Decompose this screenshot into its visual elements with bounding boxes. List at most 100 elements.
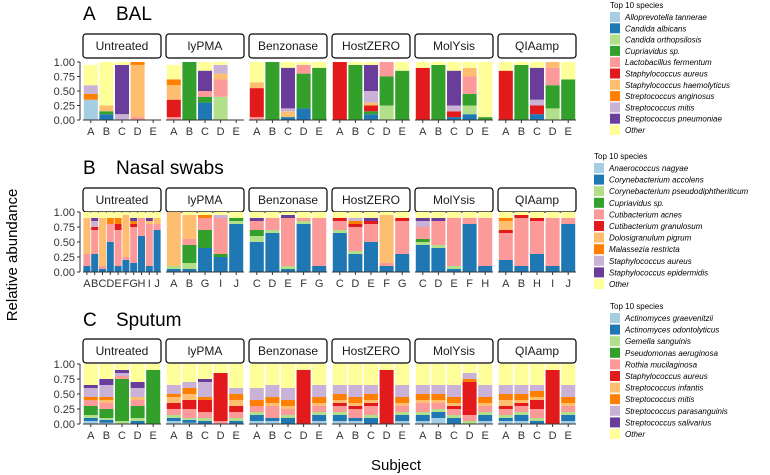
bar-segment xyxy=(197,418,213,421)
legend-label: Corynebacterium accolens xyxy=(609,176,704,185)
bar-segment xyxy=(514,62,529,65)
bar-segment xyxy=(99,62,114,106)
bar-segment xyxy=(182,409,197,418)
bar-segment xyxy=(213,421,228,424)
bar-segment xyxy=(280,406,296,409)
bar-segment xyxy=(280,67,296,109)
bar-segment xyxy=(99,397,114,400)
facet-strip-label: Untreated xyxy=(96,193,149,207)
bar-segment xyxy=(415,403,430,412)
bar-segment xyxy=(478,412,493,415)
x-tick-label: E xyxy=(399,126,406,138)
legend-swatch xyxy=(610,102,620,113)
bar-segment xyxy=(529,218,545,221)
bar-c xyxy=(114,62,130,120)
bar-segment xyxy=(83,385,98,388)
bar-segment xyxy=(395,70,410,120)
bar-segment xyxy=(462,224,477,272)
bar-segment xyxy=(197,248,213,272)
bar-segment xyxy=(130,263,138,272)
bar-segment xyxy=(415,218,430,221)
legend-swatch xyxy=(610,359,620,370)
bar-segment xyxy=(363,364,379,385)
legend-swatch xyxy=(610,405,620,416)
bar-segment xyxy=(498,400,513,406)
bar-segment xyxy=(296,364,311,370)
bar-b xyxy=(348,62,363,120)
x-tick-label: E xyxy=(233,126,240,138)
bar-segment xyxy=(462,373,477,379)
bar-segment xyxy=(395,421,410,424)
legend-swatch xyxy=(610,371,620,381)
legend-swatch xyxy=(594,186,604,197)
legend-label: Staphylococcus aureus xyxy=(625,70,708,79)
bar-segment xyxy=(379,62,394,77)
bar-segment xyxy=(348,227,363,251)
bar-segment xyxy=(114,379,130,421)
bar-segment xyxy=(229,412,244,418)
bar-e xyxy=(478,62,493,120)
legend-label: Streptococcus parasanguinis xyxy=(625,407,728,416)
y-axis: 0.00 0.25 0.50 0.75 1.00 xyxy=(54,359,81,431)
y-tick-label: 1.00 xyxy=(54,57,75,69)
legend-swatch xyxy=(594,209,604,220)
legend-label: Streptococcus infantis xyxy=(625,384,703,393)
bar-segment xyxy=(545,212,560,218)
bar-segment xyxy=(249,421,264,424)
legend-label: Candida albicans xyxy=(625,24,686,33)
bar-segment xyxy=(514,421,529,424)
bar-a xyxy=(249,62,264,120)
bar-segment xyxy=(395,397,410,403)
bar-segment xyxy=(332,230,347,233)
legend-label: Cupriavidus sp. xyxy=(609,199,664,208)
bar-segment xyxy=(332,364,347,385)
bar-c xyxy=(529,364,545,424)
facet-strip-label: MolYsis xyxy=(433,344,475,358)
bar-b xyxy=(182,364,197,424)
facet-untreated: Untreated A B C D E F G H I J xyxy=(82,187,162,290)
x-tick-label: E xyxy=(316,430,323,442)
bar-segment xyxy=(265,233,280,272)
bar-a xyxy=(415,364,430,424)
bar-segment xyxy=(431,212,446,218)
bar-g xyxy=(395,212,410,272)
legend-label: Other xyxy=(625,430,645,439)
bar-segment xyxy=(332,406,347,412)
bar-segment xyxy=(166,85,181,100)
legend-label: Streptococcus mitis xyxy=(625,395,694,404)
facet-benzonase: Benzonase C D E F G xyxy=(248,187,328,290)
bar-segment xyxy=(83,415,98,418)
bar-segment xyxy=(213,254,228,257)
x-tick-label: B xyxy=(518,278,525,290)
bar-segment xyxy=(446,62,462,71)
bar-segment xyxy=(363,394,379,400)
x-tick-label: G xyxy=(129,278,138,290)
bar-segment xyxy=(431,400,446,403)
bar-segment xyxy=(379,76,394,106)
bar-segment xyxy=(91,218,99,221)
y-tick-label: 1.00 xyxy=(54,207,75,219)
bar-segment xyxy=(153,230,161,272)
bar-segment xyxy=(561,79,576,120)
bar-segment xyxy=(498,415,513,418)
bar-segment xyxy=(529,385,545,391)
bar-segment xyxy=(462,415,477,421)
bar-segment xyxy=(415,364,430,385)
bar-b xyxy=(99,364,114,424)
bar-segment xyxy=(296,221,311,224)
bar-segment xyxy=(166,79,181,86)
bar-segment xyxy=(99,114,114,120)
facet-strip xyxy=(497,338,577,364)
bar-segment xyxy=(296,108,311,120)
bar-e xyxy=(395,364,410,424)
x-tick-label: A xyxy=(502,430,510,442)
bar-segment xyxy=(478,212,493,218)
bar-a xyxy=(415,62,430,120)
facet-strip xyxy=(165,338,245,364)
bar-b xyxy=(91,212,99,272)
bar-segment xyxy=(498,406,513,409)
bar-segment xyxy=(280,388,296,400)
bar-segment xyxy=(249,62,264,83)
bar-segment xyxy=(280,418,296,424)
